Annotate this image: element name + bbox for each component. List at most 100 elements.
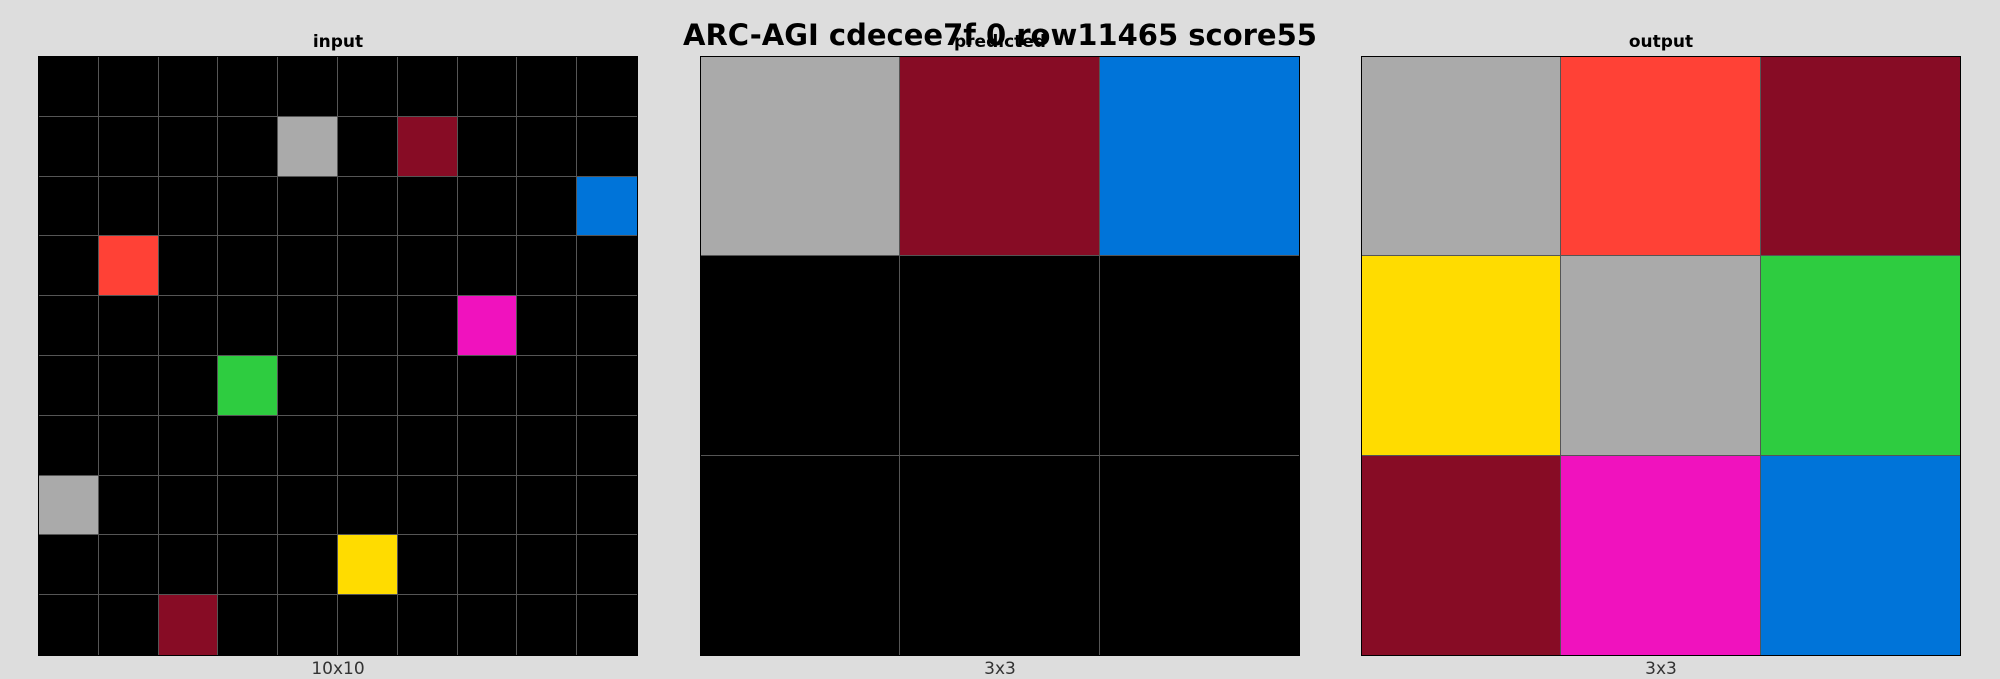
input-cell-r6-c9: [577, 415, 637, 476]
output-cell-r1-c0: [1362, 256, 1562, 456]
predicted-cell-r1-c0: [701, 256, 901, 456]
input-cell-r0-c2: [158, 57, 219, 117]
input-cell-r9-c0: [39, 595, 99, 655]
input-cell-r1-c2: [158, 116, 219, 177]
output-cell-r1-c1: [1561, 256, 1761, 456]
predicted-panel-title: predicted: [954, 32, 1046, 52]
input-cell-r0-c6: [397, 57, 458, 117]
output-cell-r0-c0: [1362, 57, 1562, 257]
main-title: ARC-AGI cdecee7f 0 row11465 score55: [683, 18, 1317, 52]
input-cell-r5-c4: [278, 355, 338, 416]
input-cell-r8-c8: [517, 535, 578, 596]
input-cell-r7-c0: [39, 475, 99, 536]
input-cell-r0-c7: [457, 57, 518, 117]
input-cell-r8-c3: [218, 535, 279, 596]
input-cell-r2-c1: [98, 176, 159, 237]
predicted-cell-r2-c0: [701, 455, 901, 655]
input-cell-r7-c9: [577, 475, 637, 536]
input-cell-r9-c8: [517, 595, 578, 655]
input-cell-r0-c0: [39, 57, 99, 117]
input-cell-r4-c0: [39, 296, 99, 356]
predicted-cell-r0-c2: [1099, 57, 1299, 257]
input-cell-r0-c3: [218, 57, 279, 117]
input-cell-r8-c7: [457, 535, 518, 596]
input-cell-r0-c1: [98, 57, 159, 117]
input-grid: [38, 56, 638, 656]
input-cell-r2-c9: [577, 176, 637, 237]
input-cell-r2-c0: [39, 176, 99, 237]
input-cell-r7-c2: [158, 475, 219, 536]
predicted-cell-r1-c1: [900, 256, 1100, 456]
input-cell-r1-c0: [39, 116, 99, 177]
input-cell-r1-c1: [98, 116, 159, 177]
input-cell-r1-c3: [218, 116, 279, 177]
input-cell-r4-c3: [218, 296, 279, 356]
input-cell-r9-c1: [98, 595, 159, 655]
input-cell-r5-c1: [98, 355, 159, 416]
input-cell-r7-c8: [517, 475, 578, 536]
input-cell-r8-c2: [158, 535, 219, 596]
output-cell-r0-c1: [1561, 57, 1761, 257]
input-cell-r0-c8: [517, 57, 578, 117]
input-cell-r8-c0: [39, 535, 99, 596]
input-panel-title: input: [312, 32, 364, 52]
input-cell-r6-c0: [39, 415, 99, 476]
input-cell-r6-c7: [457, 415, 518, 476]
output-size-caption: 3x3: [1645, 659, 1677, 679]
input-cell-r7-c7: [457, 475, 518, 536]
input-cell-r0-c5: [337, 57, 398, 117]
input-cell-r2-c7: [457, 176, 518, 237]
output-cell-r0-c2: [1760, 57, 1960, 257]
input-cell-r7-c3: [218, 475, 279, 536]
output-cell-r2-c2: [1760, 455, 1960, 655]
input-cell-r2-c6: [397, 176, 458, 237]
predicted-cell-r0-c1: [900, 57, 1100, 257]
input-cell-r7-c1: [98, 475, 159, 536]
input-cell-r1-c7: [457, 116, 518, 177]
input-cell-r6-c6: [397, 415, 458, 476]
input-cell-r2-c3: [218, 176, 279, 237]
input-cell-r6-c8: [517, 415, 578, 476]
input-cell-r1-c9: [577, 116, 637, 177]
predicted-cell-r1-c2: [1099, 256, 1299, 456]
input-cell-r9-c6: [397, 595, 458, 655]
input-cell-r4-c4: [278, 296, 338, 356]
input-cell-r9-c9: [577, 595, 637, 655]
predicted-size-caption: 3x3: [984, 659, 1016, 679]
input-cell-r4-c6: [397, 296, 458, 356]
input-cell-r1-c4: [278, 116, 338, 177]
input-cell-r5-c7: [457, 355, 518, 416]
input-cell-r4-c1: [98, 296, 159, 356]
input-cell-r5-c2: [158, 355, 219, 416]
input-cell-r8-c5: [337, 535, 398, 596]
input-cell-r8-c4: [278, 535, 338, 596]
input-cell-r5-c0: [39, 355, 99, 416]
input-cell-r6-c4: [278, 415, 338, 476]
input-cell-r2-c2: [158, 176, 219, 237]
input-cell-r3-c7: [457, 236, 518, 297]
input-cell-r6-c1: [98, 415, 159, 476]
input-cell-r8-c6: [397, 535, 458, 596]
input-cell-r9-c4: [278, 595, 338, 655]
input-cell-r1-c5: [337, 116, 398, 177]
input-cell-r6-c2: [158, 415, 219, 476]
input-cell-r7-c6: [397, 475, 458, 536]
input-cell-r1-c6: [397, 116, 458, 177]
input-size-caption: 10x10: [311, 659, 365, 679]
input-cell-r3-c5: [337, 236, 398, 297]
input-cell-r0-c4: [278, 57, 338, 117]
input-cell-r1-c8: [517, 116, 578, 177]
input-cell-r5-c6: [397, 355, 458, 416]
input-cell-r7-c4: [278, 475, 338, 536]
input-cell-r3-c8: [517, 236, 578, 297]
input-cell-r9-c7: [457, 595, 518, 655]
input-cell-r9-c3: [218, 595, 279, 655]
output-cell-r2-c1: [1561, 455, 1761, 655]
input-cell-r5-c3: [218, 355, 279, 416]
input-cell-r7-c5: [337, 475, 398, 536]
predicted-grid: [700, 56, 1300, 656]
input-cell-r4-c7: [457, 296, 518, 356]
predicted-cell-r2-c1: [900, 455, 1100, 655]
output-grid: [1361, 56, 1961, 656]
predicted-cell-r0-c0: [701, 57, 901, 257]
